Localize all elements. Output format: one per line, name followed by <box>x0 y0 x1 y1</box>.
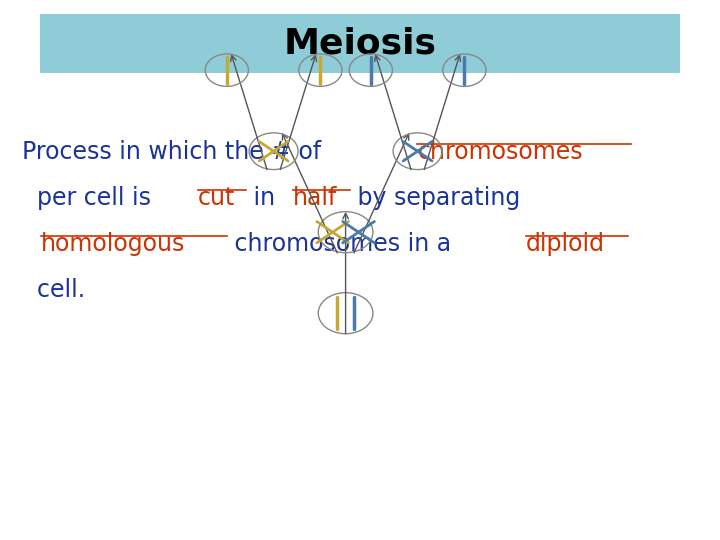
Text: Meiosis: Meiosis <box>284 26 436 60</box>
Text: chromosomes in a: chromosomes in a <box>228 232 459 256</box>
Text: chromosomes: chromosomes <box>418 140 583 164</box>
Text: Process in which the # of: Process in which the # of <box>22 140 328 164</box>
Text: cut: cut <box>198 186 235 210</box>
Text: per cell is: per cell is <box>22 186 158 210</box>
FancyBboxPatch shape <box>40 14 680 73</box>
Text: half: half <box>293 186 338 210</box>
Text: homologous: homologous <box>41 232 185 256</box>
Text: diploid: diploid <box>526 232 605 256</box>
Text: cell.: cell. <box>22 278 85 302</box>
Text: by separating: by separating <box>351 186 521 210</box>
Text: in: in <box>246 186 282 210</box>
